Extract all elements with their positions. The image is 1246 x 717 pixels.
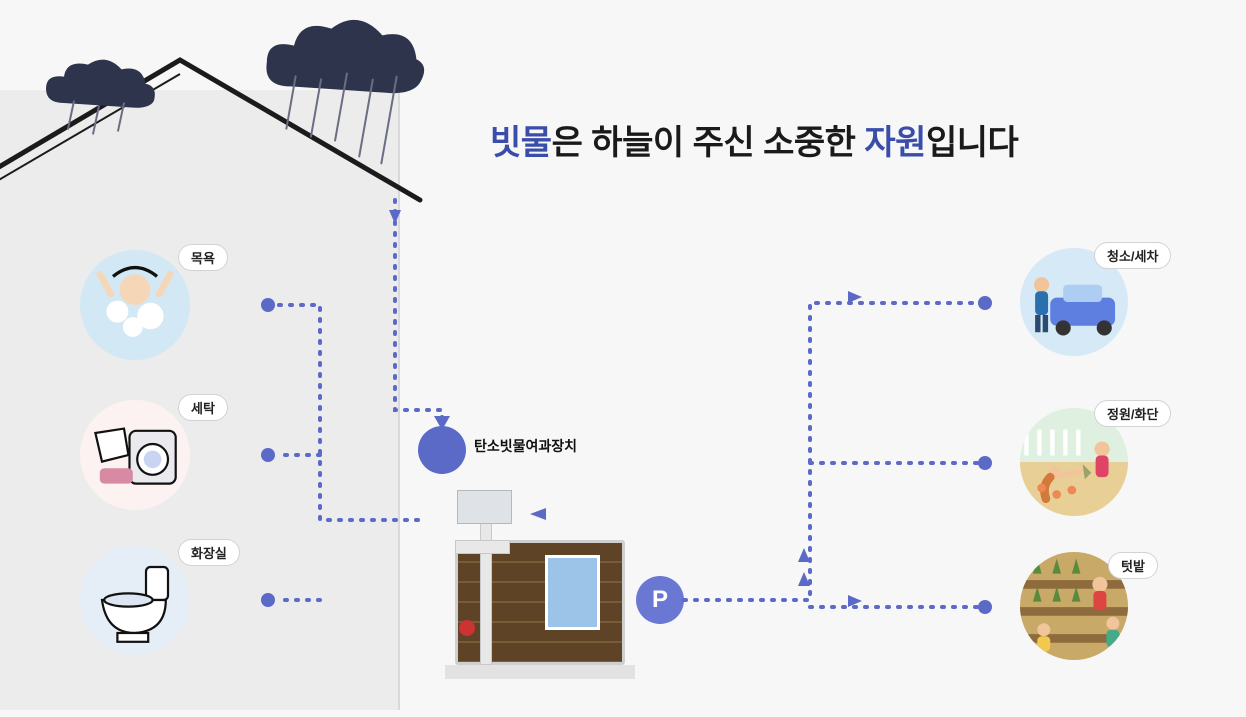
use-laundry-icon — [80, 400, 190, 510]
use-garden-label: 정원/화단 — [1094, 400, 1171, 427]
use-toilet-label: 화장실 — [178, 539, 240, 566]
pump-node: P — [636, 576, 684, 624]
connector-dot — [261, 448, 275, 462]
pump-label: P — [652, 586, 668, 614]
connector-dot — [978, 600, 992, 614]
connector-dot — [978, 296, 992, 310]
use-carwash-label: 청소/세차 — [1094, 242, 1171, 269]
connector-dot — [978, 456, 992, 470]
rain-cloud-icon — [40, 55, 160, 115]
connector-dot — [261, 593, 275, 607]
use-toilet-icon — [80, 545, 190, 655]
title-accent-1: 빗물 — [490, 124, 552, 162]
use-farm-label: 텃밭 — [1108, 552, 1158, 579]
title-plain-2: 입니다 — [926, 124, 1018, 162]
use-laundry-label: 세탁 — [178, 394, 228, 421]
filter-label: 탄소빗물여과장치 — [474, 436, 577, 456]
use-bath-icon — [80, 250, 190, 360]
filter-node — [418, 426, 466, 474]
rainwater-tank-icon — [425, 510, 625, 685]
use-bath-label: 목욕 — [178, 244, 228, 271]
title-accent-2: 자원 — [864, 124, 926, 162]
page-title: 빗물은 하늘이 주신 소중한 자원입니다 — [490, 115, 1018, 164]
title-plain-1: 은 하늘이 주신 소중한 — [552, 124, 865, 162]
connector-dot — [261, 298, 275, 312]
